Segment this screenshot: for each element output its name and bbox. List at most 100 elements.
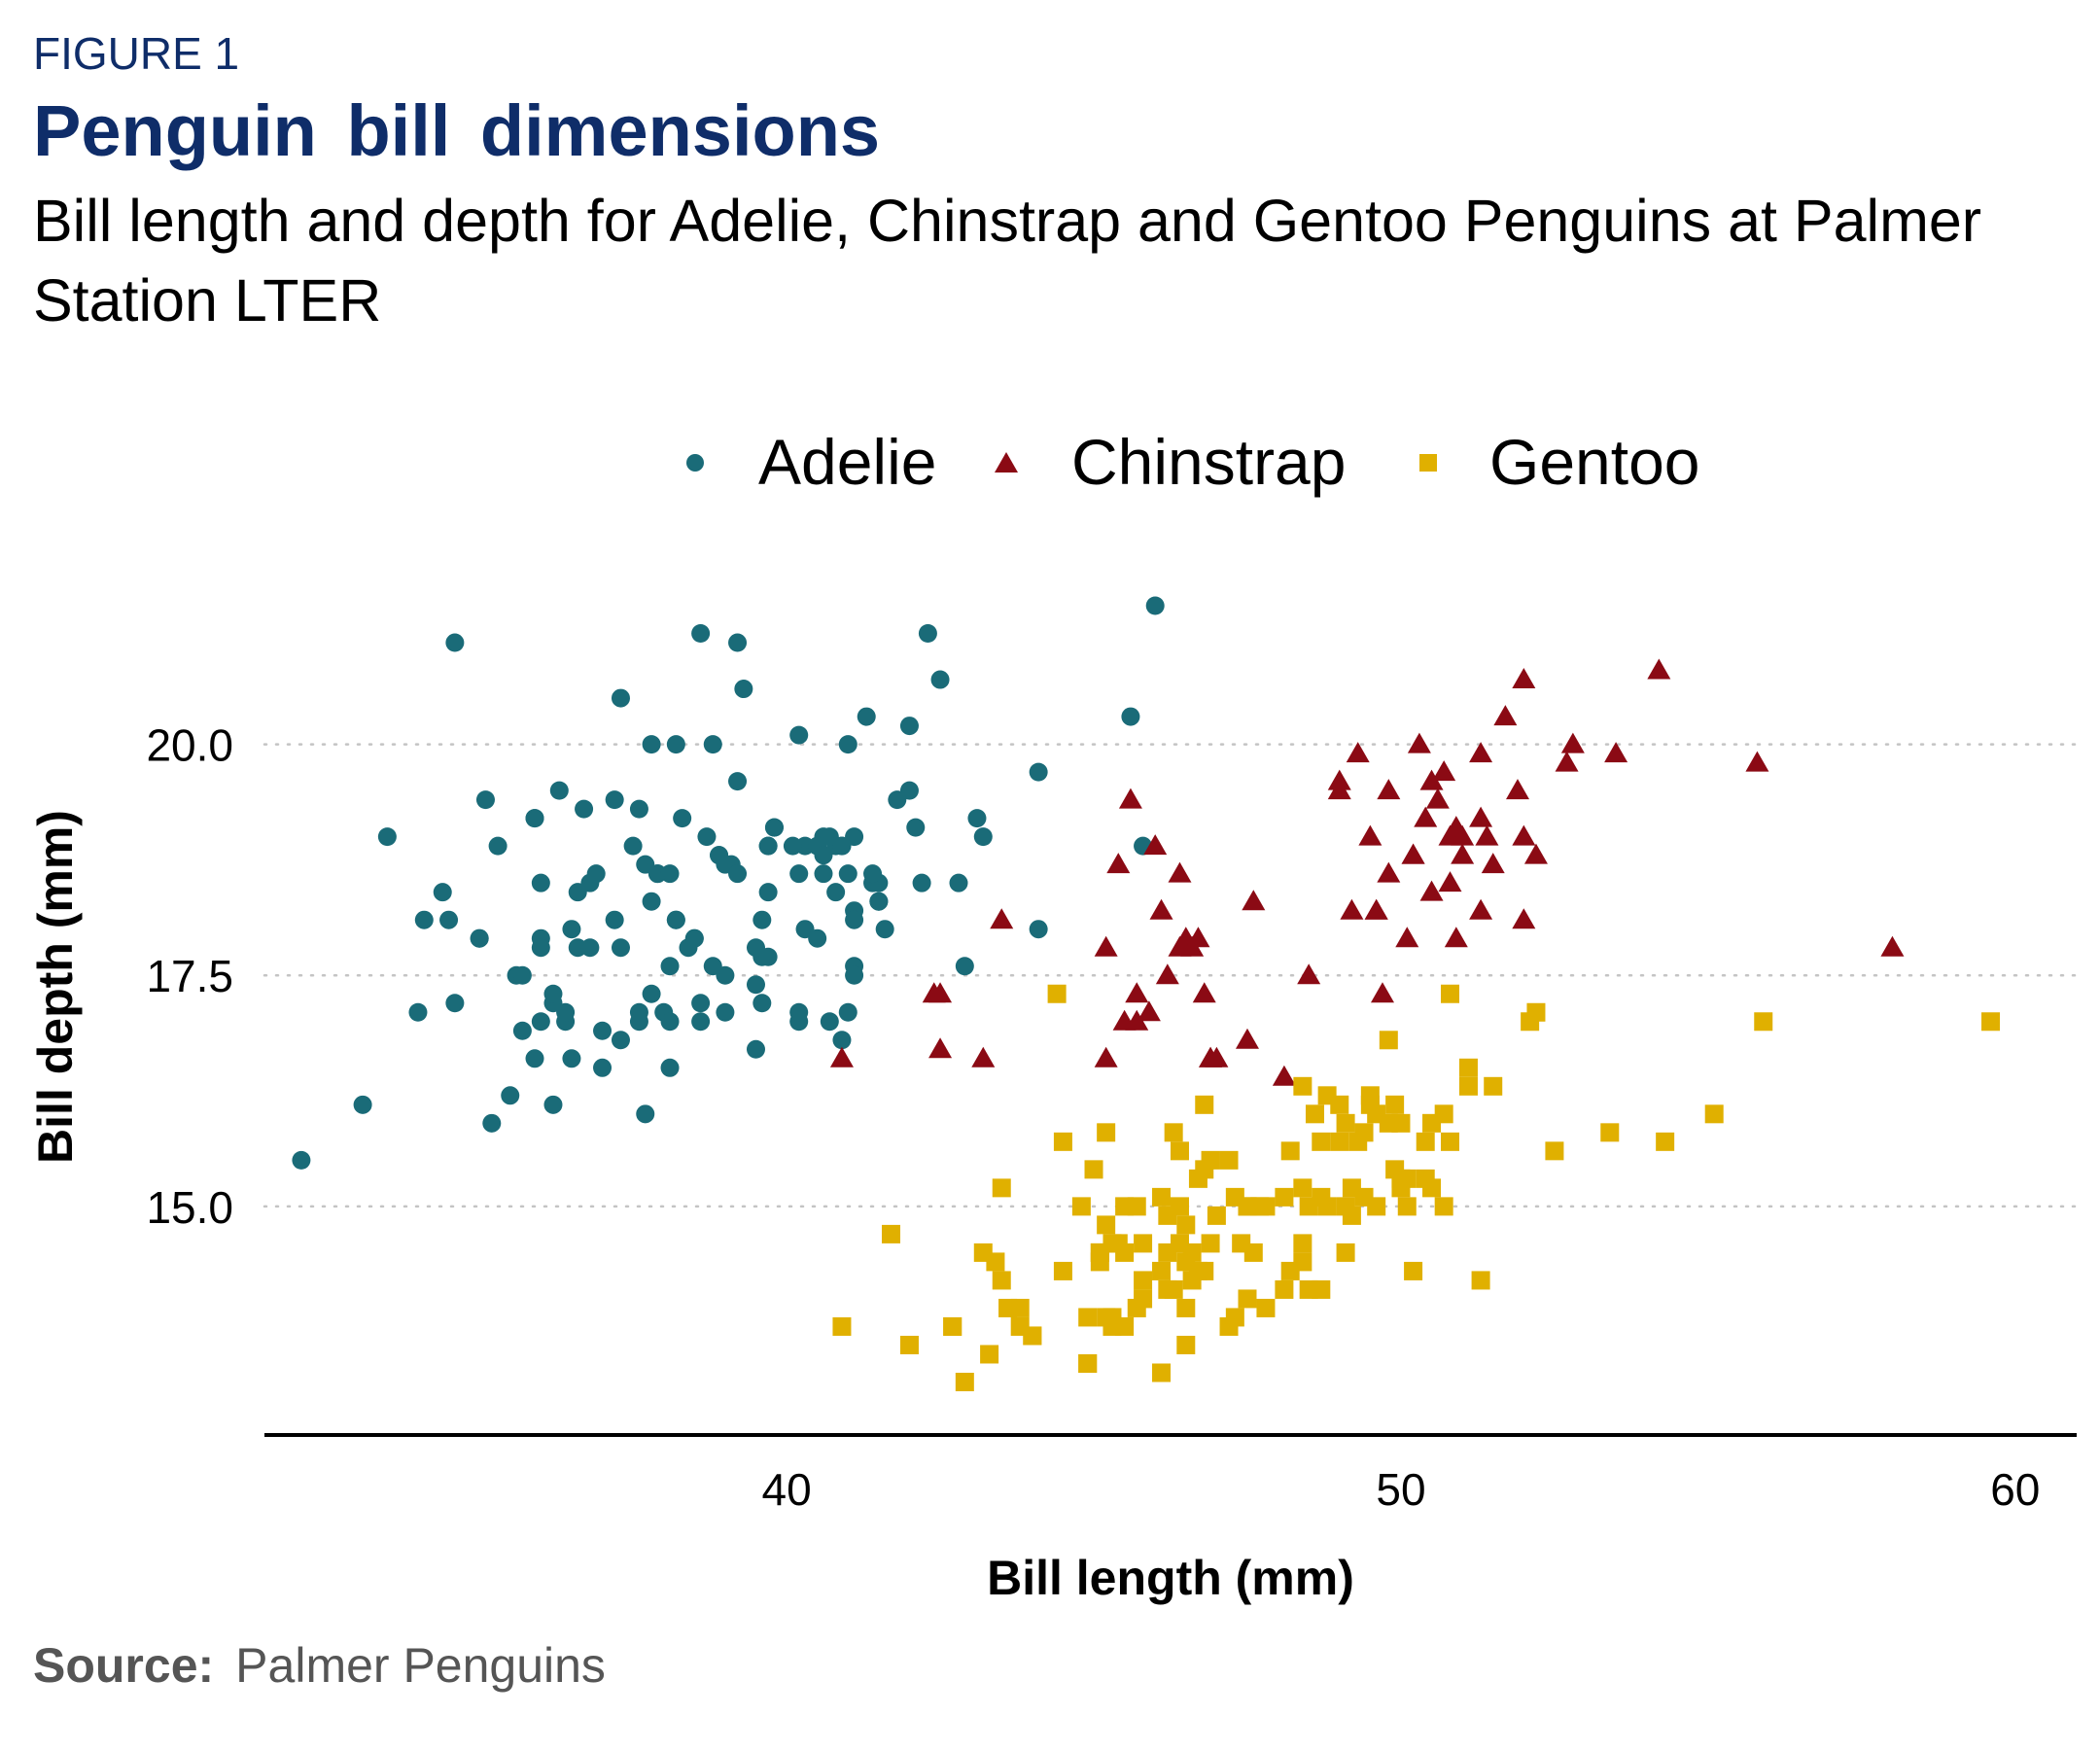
point-adelie <box>660 864 680 884</box>
point-adelie <box>703 735 722 754</box>
point-adelie <box>660 1012 680 1032</box>
point-chinstrap <box>1555 751 1579 772</box>
point-adelie <box>556 1002 576 1022</box>
point-adelie <box>716 1002 735 1022</box>
point-chinstrap <box>1493 705 1518 726</box>
point-chinstrap <box>1444 927 1468 948</box>
point-gentoo <box>1293 1178 1312 1198</box>
x-axis-label: Bill length (mm) <box>987 1551 1354 1605</box>
point-gentoo <box>1201 1150 1220 1170</box>
point-chinstrap <box>1168 861 1192 883</box>
point-adelie <box>746 975 765 995</box>
point-gentoo <box>1354 1123 1374 1142</box>
point-gentoo <box>832 1316 852 1336</box>
point-gentoo <box>1256 1298 1276 1317</box>
point-gentoo <box>1207 1206 1226 1225</box>
point-chinstrap <box>1506 779 1530 800</box>
point-chinstrap <box>1523 843 1548 864</box>
point-gentoo <box>992 1178 1011 1198</box>
point-gentoo <box>1078 1308 1098 1327</box>
point-adelie <box>470 928 489 948</box>
point-adelie <box>857 707 876 726</box>
point-gentoo <box>1458 1076 1478 1096</box>
point-adelie <box>501 1086 520 1105</box>
point-gentoo <box>1127 1197 1146 1216</box>
point-gentoo <box>1342 1206 1361 1225</box>
point-adelie <box>605 910 624 929</box>
point-gentoo <box>1115 1316 1135 1336</box>
point-gentoo <box>1379 1031 1398 1050</box>
point-chinstrap <box>1327 769 1351 790</box>
point-gentoo <box>1360 1086 1380 1105</box>
point-adelie <box>531 938 550 958</box>
point-gentoo <box>1188 1261 1208 1280</box>
point-gentoo <box>1330 1132 1349 1151</box>
point-chinstrap <box>829 1046 854 1068</box>
point-adelie <box>869 892 889 911</box>
point-adelie <box>666 735 685 754</box>
point-adelie <box>758 836 778 856</box>
point-chinstrap <box>1377 779 1401 800</box>
point-adelie <box>734 680 753 699</box>
point-chinstrap <box>1419 880 1444 901</box>
point-adelie <box>783 836 802 856</box>
point-gentoo <box>882 1224 901 1243</box>
point-adelie <box>684 928 704 948</box>
point-gentoo <box>899 1335 919 1354</box>
point-adelie <box>967 809 987 828</box>
point-gentoo <box>980 1345 999 1364</box>
point-adelie <box>642 735 661 754</box>
point-chinstrap <box>1118 788 1142 809</box>
point-adelie <box>666 910 685 929</box>
point-chinstrap <box>1186 927 1210 948</box>
point-gentoo <box>1545 1141 1564 1161</box>
point-adelie <box>845 910 864 929</box>
point-gentoo <box>1440 984 1459 1003</box>
point-adelie <box>593 1021 612 1040</box>
point-chinstrap <box>1401 843 1425 864</box>
point-gentoo <box>1238 1289 1257 1309</box>
point-gentoo <box>1071 1197 1091 1216</box>
point-adelie <box>660 1058 680 1077</box>
point-chinstrap <box>1432 760 1456 782</box>
point-chinstrap <box>1137 1000 1161 1022</box>
point-adelie <box>728 772 748 791</box>
point-chinstrap <box>990 908 1014 929</box>
point-adelie <box>691 624 711 644</box>
point-adelie <box>568 883 587 902</box>
point-adelie <box>549 781 569 800</box>
point-gentoo <box>1182 1242 1202 1262</box>
point-gentoo <box>1293 1234 1312 1253</box>
point-chinstrap <box>1125 1009 1149 1031</box>
point-gentoo <box>1053 1261 1072 1280</box>
source-label: Source: <box>33 1638 215 1693</box>
point-gentoo <box>1256 1197 1276 1216</box>
point-adelie <box>605 790 624 810</box>
legend-label-adelie: Adelie <box>758 426 936 498</box>
point-adelie <box>408 1002 428 1022</box>
point-chinstrap <box>1469 898 1493 920</box>
point-adelie <box>863 864 883 884</box>
point-chinstrap <box>1346 742 1370 763</box>
point-gentoo <box>1293 1252 1312 1272</box>
point-adelie <box>1029 920 1048 939</box>
point-chinstrap <box>1880 935 1905 957</box>
point-gentoo <box>1170 1197 1189 1216</box>
point-adelie <box>838 735 858 754</box>
point-gentoo <box>1176 1298 1196 1317</box>
point-chinstrap <box>1407 732 1431 753</box>
point-chinstrap <box>1242 890 1266 911</box>
point-chinstrap <box>1297 963 1321 985</box>
point-gentoo <box>1219 1150 1239 1170</box>
point-chinstrap <box>928 1037 953 1059</box>
point-gentoo <box>1336 1113 1355 1133</box>
point-adelie <box>439 910 459 929</box>
legend-marker-chinstrap <box>995 452 1018 472</box>
point-gentoo <box>1471 1271 1490 1290</box>
point-adelie <box>629 799 648 819</box>
point-chinstrap <box>1469 806 1493 827</box>
point-chinstrap <box>1475 824 1499 846</box>
y-tick-label: 20.0 <box>146 720 233 771</box>
point-gentoo <box>1152 1363 1172 1382</box>
point-adelie <box>562 1049 581 1068</box>
